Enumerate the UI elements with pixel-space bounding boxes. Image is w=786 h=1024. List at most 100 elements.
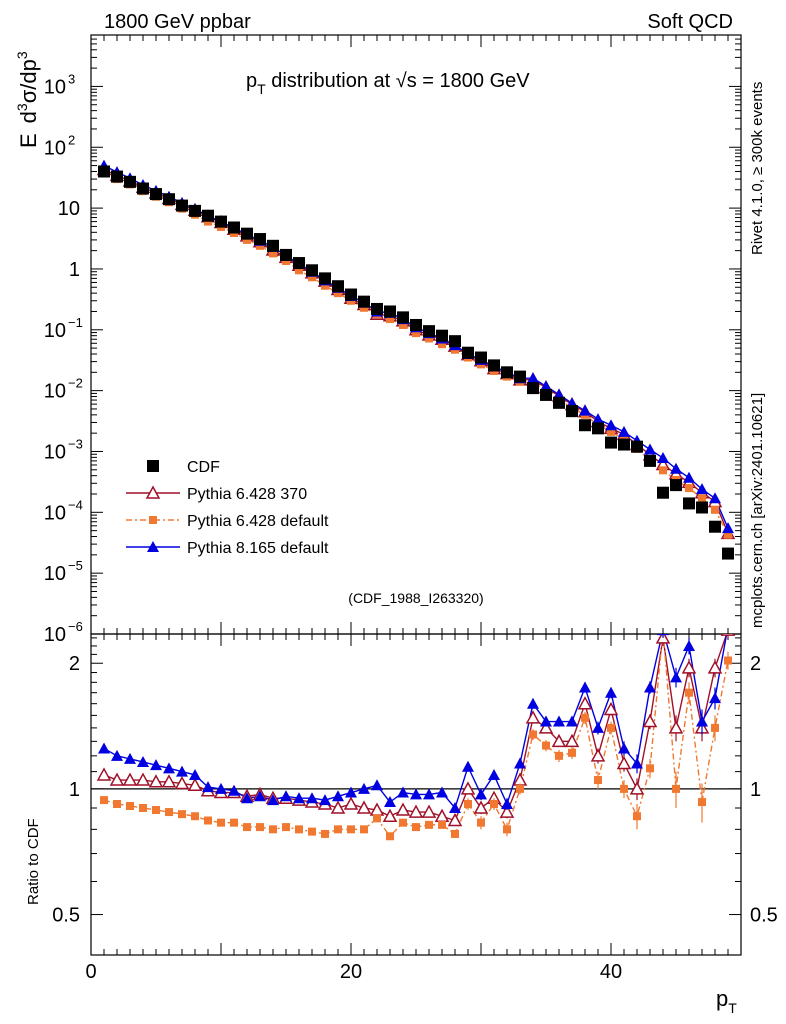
ratio-point-p6_default [191,812,199,821]
ratio-point-p6_default [100,796,108,805]
ratio-point-p6_370 [551,733,567,748]
ratio-point-p6_370 [187,777,203,792]
legend-label-cdf: CDF [187,459,220,476]
ratio-point-p6_370 [473,800,489,814]
ratio-point-p6_370 [148,774,164,788]
point-p6_default [308,273,316,282]
point-cdf [462,346,474,359]
ratio-point-p6_370 [681,660,697,674]
ratio-point-p8_default [423,788,435,800]
legend: CDF Pythia 6.428 370 Pythia 6.428 default P… [126,459,329,557]
point-cdf [176,199,188,212]
ratio-point-p6_default [308,827,316,836]
ratio-point-p6_default [711,723,719,732]
y-tick-exponent: −1 [68,315,83,330]
series-line-p6_default [103,172,729,535]
header-right-title: Soft QCD [647,11,733,33]
point-cdf [111,170,123,183]
point-p8_default [605,419,617,431]
point-cdf [449,335,461,348]
x-tick-label: 0 [85,961,96,983]
ratio-y-tick-label-right: 1 [750,779,761,801]
ratio-point-p8_default [397,786,409,798]
ratio-plot-frame [90,633,742,956]
point-cdf [358,295,370,308]
ratio-point-p8_default [579,681,591,693]
point-cdf [137,182,149,195]
ratio-point-p6_370 [460,781,476,795]
point-p8_default [579,404,591,416]
ratio-point-p8_default [371,779,383,791]
point-cdf [319,272,331,285]
ratio-point-p8_default [605,686,617,698]
ratio-point-p6_default [347,825,355,834]
point-p8_default [670,462,682,474]
ratio-point-p6_370 [174,775,190,790]
ratio-point-p6_370 [590,748,606,762]
point-p6_default [607,427,615,436]
ratio-line-p8_default [103,634,728,810]
y-tick-exponent: 2 [68,132,75,147]
ratio-point-p6_default [425,820,433,829]
point-p8_default [709,492,721,504]
x-tick-label: 40 [600,961,622,983]
point-cdf [553,396,565,409]
ratio-plot: 0 20 40 2 2 1 1 0.5 0.5 [52,633,778,983]
ratio-point-p8_default [202,781,214,793]
legend-label-p6_default: Pythia 6.428 default [187,513,329,530]
ratio-point-p6_default [698,798,706,807]
point-cdf [293,257,305,270]
ratio-y-tick-label-right: 2 [750,653,761,675]
ratio-point-p6_default [230,818,238,827]
point-p6_default [698,494,706,503]
ratio-point-p6_370 [395,802,411,816]
ratio-point-p6_default [412,823,420,832]
point-p8_default [618,425,630,437]
point-cdf [163,193,175,206]
point-cdf [306,264,318,277]
ratio-point-p6_default [178,810,186,819]
ratio-point-p6_default [204,816,212,825]
legend-label-p6_370: Pythia 6.428 370 [187,486,307,503]
ratio-point-p8_default [709,692,721,704]
point-cdf [189,204,201,217]
y-tick-label: 10 [44,137,66,159]
x-axis-label: pT [716,986,737,1016]
ratio-point-p6_370 [668,720,684,734]
point-cdf [384,305,396,318]
y-tick-label: 10 [44,76,66,98]
ratio-point-p6_default [373,814,381,823]
point-p6_default [724,530,732,539]
point-cdf [150,188,162,201]
ratio-point-p6_370 [434,808,450,822]
legend-marker-p6_370 [145,485,161,499]
point-cdf [670,479,682,492]
ratio-point-p8_default [501,798,513,810]
point-cdf [345,288,357,301]
ratio-point-p6_default [477,818,485,827]
point-p6_default [659,466,667,475]
ratio-point-p6_default [620,784,628,793]
point-cdf [579,419,591,432]
ratio-point-p6_default [399,818,407,827]
ratio-point-p8_default [111,749,123,761]
ratio-point-p8_default [644,681,656,693]
ratio-point-p8_default [137,755,149,767]
point-p6_default [269,249,277,258]
point-cdf [280,248,292,261]
ratio-point-p8_default [306,792,318,804]
point-p6_default [256,241,264,250]
ratio-point-p8_default [449,801,461,813]
point-p6_default [321,281,329,290]
ratio-point-p8_default [540,715,552,727]
point-cdf [202,209,214,222]
ratio-point-p6_default [321,829,329,838]
point-cdf [254,233,266,246]
point-p6_default [386,315,394,324]
ratio-point-p6_default [633,812,641,821]
mcplots-label: mcplots.cern.ch [arXiv:2401.10621] [749,393,766,628]
point-cdf [644,454,656,467]
ratio-point-p8_default [696,715,708,727]
point-cdf [501,366,513,379]
point-cdf [566,405,578,418]
